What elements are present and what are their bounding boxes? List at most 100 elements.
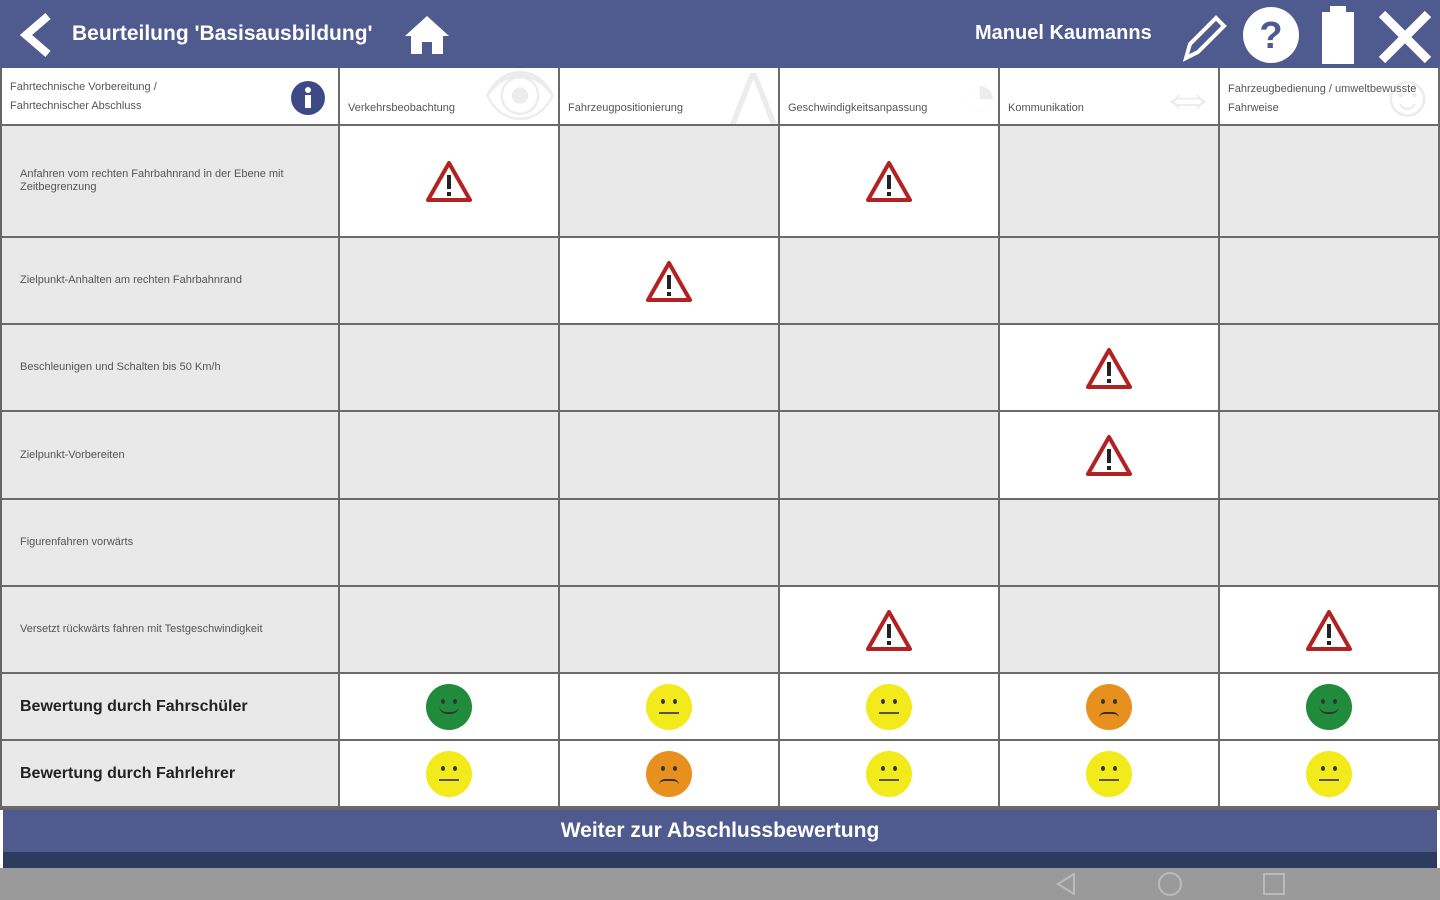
smiley-neutral-icon[interactable] bbox=[866, 750, 912, 797]
table-cell[interactable] bbox=[1000, 238, 1220, 325]
table-cell[interactable] bbox=[780, 126, 1000, 238]
table-cell[interactable] bbox=[1220, 500, 1440, 587]
table-cell[interactable] bbox=[1000, 412, 1220, 500]
row-label: Zielpunkt-Vorbereiten bbox=[2, 412, 340, 500]
table-cell[interactable] bbox=[1220, 238, 1440, 325]
table-cell[interactable] bbox=[1220, 587, 1440, 674]
column-header: 👁 Verkehrsbeobachtung bbox=[340, 68, 560, 126]
rating-cell[interactable] bbox=[1220, 741, 1440, 808]
table-cell[interactable] bbox=[1220, 412, 1440, 500]
table-cell[interactable] bbox=[560, 587, 780, 674]
column-header: ☺ Fahrzeugbedienung / umweltbewusste Fahr… bbox=[1220, 68, 1440, 126]
back-icon[interactable] bbox=[18, 12, 54, 58]
warning-icon bbox=[646, 260, 692, 302]
corner-label: Fahrtechnische Vorbereitung / Fahrtechni… bbox=[10, 81, 157, 112]
table-cell[interactable] bbox=[560, 126, 780, 238]
row-label: Zielpunkt-Anhalten am rechten Fahrbahnra… bbox=[2, 238, 340, 325]
warning-icon bbox=[1086, 347, 1132, 389]
table-cell[interactable] bbox=[340, 587, 560, 674]
row-label: Versetzt rückwärts fahren mit Testgeschw… bbox=[2, 587, 340, 674]
rating-cell[interactable] bbox=[780, 741, 1000, 808]
home-icon[interactable] bbox=[403, 14, 451, 56]
battery-icon bbox=[1322, 6, 1354, 64]
column-label: Kommunikation bbox=[1008, 102, 1084, 114]
column-header: ◔ Geschwindigkeitsanpassung bbox=[780, 68, 1000, 126]
table-cell[interactable] bbox=[780, 412, 1000, 500]
smiley-neutral-icon[interactable] bbox=[1306, 750, 1352, 797]
column-label: Fahrzeugpositionierung bbox=[568, 102, 683, 114]
rating-cell[interactable] bbox=[780, 674, 1000, 741]
nav-home-icon[interactable] bbox=[1158, 872, 1182, 896]
table-cell[interactable] bbox=[780, 587, 1000, 674]
continue-button[interactable]: Weiter zur Abschlussbewertung bbox=[3, 810, 1437, 852]
android-nav-bar bbox=[0, 868, 1440, 900]
warning-icon bbox=[426, 161, 472, 202]
warning-icon bbox=[1306, 609, 1352, 651]
smiley-bad-icon[interactable] bbox=[646, 750, 692, 797]
table-cell[interactable] bbox=[560, 500, 780, 587]
table-cell[interactable] bbox=[780, 500, 1000, 587]
column-watermark-icon: 👁 bbox=[481, 68, 558, 126]
column-header: ⇔ Kommunikation bbox=[1000, 68, 1220, 126]
smiley-good-icon[interactable] bbox=[426, 683, 472, 730]
table-cell[interactable] bbox=[1000, 325, 1220, 412]
table-cell[interactable] bbox=[560, 412, 780, 500]
top-bar: Beurteilung 'Basisausbildung' Manuel Kau… bbox=[0, 0, 1440, 68]
smiley-good-icon[interactable] bbox=[1306, 683, 1352, 730]
button-shadow bbox=[3, 852, 1437, 868]
smiley-neutral-icon[interactable] bbox=[866, 683, 912, 730]
svg-text:?: ? bbox=[1259, 15, 1282, 57]
rating-cell[interactable] bbox=[560, 741, 780, 808]
rating-label: Bewertung durch Fahrschüler bbox=[2, 674, 340, 741]
close-icon[interactable] bbox=[1378, 10, 1432, 64]
table-cell[interactable] bbox=[1000, 500, 1220, 587]
user-name: Manuel Kaumanns bbox=[975, 22, 1152, 44]
page-title: Beurteilung 'Basisausbildung' bbox=[72, 22, 373, 45]
rating-label: Bewertung durch Fahrlehrer bbox=[2, 741, 340, 808]
table-cell[interactable] bbox=[340, 500, 560, 587]
pencil-icon[interactable] bbox=[1178, 10, 1230, 62]
table-cell[interactable] bbox=[340, 238, 560, 325]
rating-cell[interactable] bbox=[1000, 741, 1220, 808]
assessment-table: Fahrtechnische Vorbereitung / Fahrtechni… bbox=[0, 68, 1440, 810]
row-label: Figurenfahren vorwärts bbox=[2, 500, 340, 587]
smiley-bad-icon[interactable] bbox=[1086, 683, 1132, 730]
column-header: ⋀ Fahrzeugpositionierung bbox=[560, 68, 780, 126]
table-cell[interactable] bbox=[340, 325, 560, 412]
nav-recents-icon[interactable] bbox=[1263, 873, 1285, 895]
column-watermark-icon: ⇔ bbox=[1158, 68, 1218, 126]
table-cell[interactable] bbox=[1220, 325, 1440, 412]
help-icon[interactable]: ? bbox=[1242, 6, 1300, 64]
smiley-neutral-icon[interactable] bbox=[646, 683, 692, 730]
table-cell[interactable] bbox=[780, 238, 1000, 325]
rating-cell[interactable] bbox=[340, 741, 560, 808]
table-cell[interactable] bbox=[560, 238, 780, 325]
table-cell[interactable] bbox=[340, 412, 560, 500]
table-cell[interactable] bbox=[1000, 126, 1220, 238]
rating-cell[interactable] bbox=[1220, 674, 1440, 741]
table-cell[interactable] bbox=[1000, 587, 1220, 674]
row-label: Beschleunigen und Schalten bis 50 Km/h bbox=[2, 325, 340, 412]
warning-icon bbox=[866, 609, 912, 651]
column-label: Geschwindigkeitsanpassung bbox=[788, 102, 928, 114]
column-watermark-icon: ◔ bbox=[961, 68, 998, 126]
smiley-neutral-icon[interactable] bbox=[1086, 750, 1132, 797]
rating-cell[interactable] bbox=[340, 674, 560, 741]
column-label: Verkehrsbeobachtung bbox=[348, 102, 456, 114]
column-label: Fahrzeugbedienung / umweltbewusste Fahrw… bbox=[1228, 83, 1417, 114]
warning-icon bbox=[1086, 435, 1132, 476]
rating-cell[interactable] bbox=[560, 674, 780, 741]
smiley-neutral-icon[interactable] bbox=[426, 750, 472, 797]
column-watermark-icon: ⋀ bbox=[728, 68, 778, 126]
warning-icon bbox=[866, 161, 912, 202]
table-cell[interactable] bbox=[340, 126, 560, 238]
table-cell[interactable] bbox=[560, 325, 780, 412]
rating-cell[interactable] bbox=[1000, 674, 1220, 741]
nav-back-icon[interactable] bbox=[1056, 872, 1075, 896]
table-cell[interactable] bbox=[780, 325, 1000, 412]
corner-header: Fahrtechnische Vorbereitung / Fahrtechni… bbox=[2, 68, 340, 126]
row-label: Anfahren vom rechten Fahrbahnrand in der… bbox=[2, 126, 340, 238]
table-cell[interactable] bbox=[1220, 126, 1440, 238]
column-watermark-icon: ☺ bbox=[1376, 68, 1438, 126]
info-icon[interactable] bbox=[290, 80, 326, 116]
